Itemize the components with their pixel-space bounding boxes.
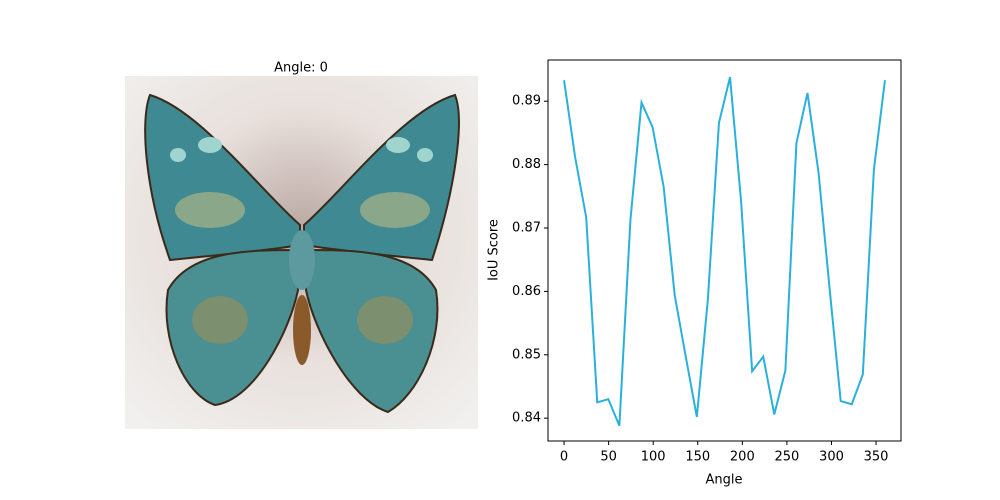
x-tick-label: 350 — [864, 450, 889, 465]
y-tick-label: 0.85 — [512, 347, 541, 362]
y-tick-label: 0.87 — [512, 220, 541, 235]
butterfly — [144, 93, 460, 414]
y-tick-label: 0.84 — [512, 411, 541, 426]
image-panel: Angle: 0 — [125, 61, 478, 429]
x-tick-label: 100 — [641, 450, 666, 465]
x-tick-label: 50 — [600, 450, 617, 465]
line — [563, 76, 886, 427]
x-axis-label: Angle — [706, 473, 743, 488]
y-tick-label: 0.88 — [512, 157, 541, 172]
x-tick-label: 250 — [774, 450, 799, 465]
x-tick-label: 200 — [730, 450, 755, 465]
image-title: Angle: 0 — [274, 61, 328, 76]
x-tick-label: 300 — [819, 450, 844, 465]
y-tick-label: 0.89 — [512, 94, 541, 109]
x-tick-label: 0 — [560, 450, 568, 465]
x-tick-label: 150 — [685, 450, 710, 465]
axes-frame — [547, 59, 902, 442]
y-tick-label: 0.86 — [512, 284, 541, 299]
y-axis-label: IoU Score — [487, 219, 502, 281]
